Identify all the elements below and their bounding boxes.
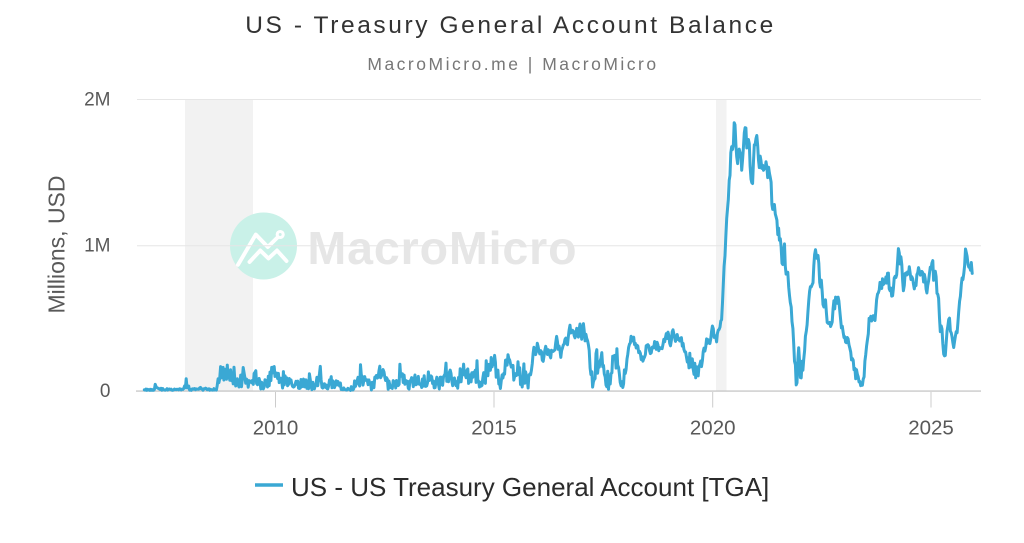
svg-text:0: 0 [100,381,111,402]
svg-text:Millions, USD: Millions, USD [44,175,70,313]
svg-text:US - Treasury General Account: US - Treasury General Account Balance [245,12,776,39]
svg-text:2010: 2010 [253,417,299,440]
svg-text:US - US Treasury General Accou: US - US Treasury General Account [TGA] [291,472,769,502]
svg-text:2M: 2M [84,90,110,111]
svg-text:MacroMicro.me | MacroMicro: MacroMicro.me | MacroMicro [367,54,658,74]
svg-text:2025: 2025 [908,417,954,440]
svg-text:2020: 2020 [690,417,736,440]
svg-text:MacroMicro: MacroMicro [308,222,578,274]
svg-text:1M: 1M [84,236,110,257]
svg-text:2015: 2015 [471,417,517,440]
